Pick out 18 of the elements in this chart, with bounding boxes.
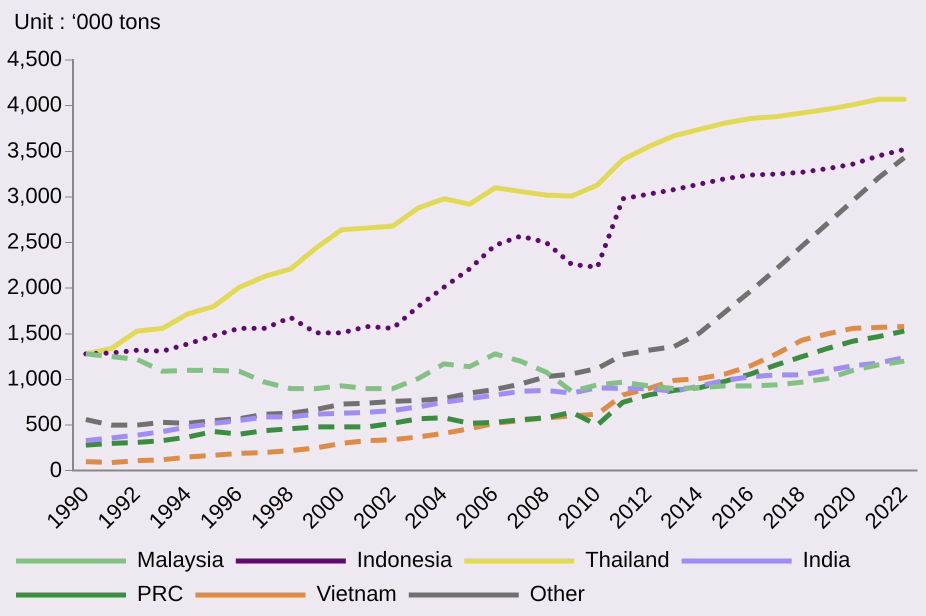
y-tick-label: 4,000 (6, 92, 62, 117)
y-tick-label: 1,500 (6, 320, 62, 345)
y-tick-label: 500 (25, 411, 62, 436)
y-tick-label: 4,500 (6, 46, 62, 72)
legend-label: PRC (137, 581, 184, 606)
legend-label: Indonesia (356, 547, 453, 572)
y-tick-label: 2,000 (6, 274, 62, 300)
y-tick-label: 3,000 (6, 182, 62, 208)
y-tick-label: 0 (50, 456, 62, 482)
legend-label: Thailand (585, 547, 670, 572)
legend-label: Malaysia (137, 547, 225, 572)
y-axis-title: Unit : ‘000 tons (14, 9, 161, 34)
legend-label: India (802, 547, 852, 572)
legend-label: Vietnam (316, 581, 397, 606)
y-tick-label: 3,500 (6, 137, 62, 162)
y-tick-label: 1,000 (6, 366, 62, 391)
y-tick-label: 2,500 (6, 228, 62, 254)
legend-label: Other (530, 581, 585, 606)
